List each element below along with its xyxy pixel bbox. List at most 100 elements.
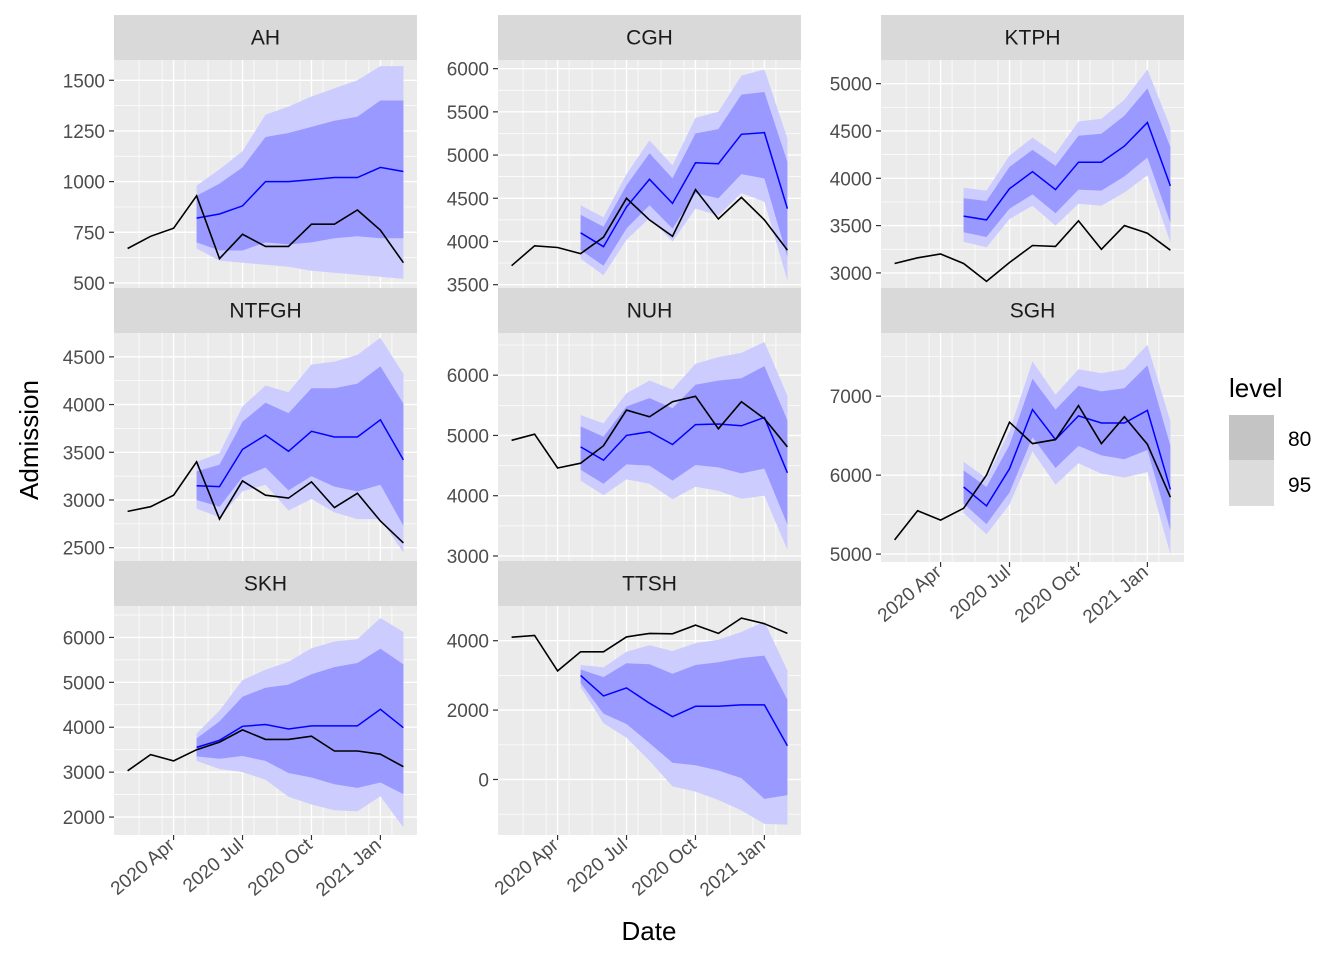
y-tick-label: 5000 xyxy=(447,146,489,167)
x-tick-label: 2020 Apr xyxy=(874,561,946,626)
y-tick-label: 3000 xyxy=(447,547,489,568)
y-tick-label: 5000 xyxy=(447,426,489,447)
strip-label: SKH xyxy=(244,573,287,596)
y-tick-label: 5000 xyxy=(63,673,105,694)
band-80 xyxy=(196,648,404,795)
x-tick-label: 2020 Apr xyxy=(491,834,563,899)
panel-cgh: CGH 3500 4000 4500 5000 5500 6000 xyxy=(447,15,801,297)
y-tick-label: 3500 xyxy=(447,276,489,297)
actual-line xyxy=(511,188,789,267)
strip-ntfgh xyxy=(114,288,417,333)
forecast-mean-line xyxy=(580,131,789,248)
panel-ktph: KTPH 3000 3500 4000 4500 5000 xyxy=(830,15,1184,294)
y-tick-label: 4000 xyxy=(447,232,489,253)
y-tick-label: 6000 xyxy=(447,366,489,387)
y-tick-label: 4000 xyxy=(830,169,872,190)
actual-line xyxy=(894,219,1171,283)
strip-label: AH xyxy=(251,27,280,50)
y-tick-label: 5000 xyxy=(830,75,872,96)
forecast-mean-line xyxy=(196,418,405,488)
forecast-mean-line xyxy=(580,674,789,747)
y-tick-label: 3500 xyxy=(830,217,872,238)
forecast-mean-line xyxy=(196,708,404,749)
strip-label: NTFGH xyxy=(229,300,301,323)
forecast-mean-line xyxy=(963,408,1172,508)
legend-label-80: 80 xyxy=(1288,428,1311,451)
y-tick-label: 4500 xyxy=(830,122,872,143)
strip-sgh xyxy=(881,288,1184,333)
strip-skh xyxy=(114,561,417,606)
panel-ntfgh: NTFGH 2500 3000 3500 4000 4500 xyxy=(63,288,417,567)
strip-nuh xyxy=(498,288,801,333)
actual-line xyxy=(893,404,1172,541)
x-tick-label: 2020 Oct xyxy=(1011,561,1084,627)
y-tick-label: 5000 xyxy=(830,545,872,566)
y-tick-label: 0 xyxy=(478,770,489,791)
x-tick-label: 2020 Oct xyxy=(244,834,317,900)
band-80 xyxy=(580,92,788,266)
y-tick-label: 7000 xyxy=(830,387,872,408)
y-tick-label: 750 xyxy=(73,223,105,244)
forecast-mean-line xyxy=(196,166,404,219)
panel-ah: AH 500 750 1000 1250 1500 xyxy=(63,15,417,295)
strip-label: SGH xyxy=(1010,300,1056,323)
y-tick-label: 6000 xyxy=(63,628,105,649)
x-axis-title: Date xyxy=(622,916,677,946)
y-tick-label: 1500 xyxy=(63,71,105,92)
y-tick-label: 4000 xyxy=(63,396,105,417)
y-tick-label: 2500 xyxy=(63,539,105,560)
legend-key-95 xyxy=(1229,460,1274,506)
band-80 xyxy=(580,366,788,525)
y-tick-label: 6000 xyxy=(830,466,872,487)
y-tick-label: 2000 xyxy=(447,701,489,722)
strip-ttsh xyxy=(498,561,801,606)
strip-ah xyxy=(114,15,417,60)
x-tick-label: 2021 Jan xyxy=(1079,562,1152,628)
facet-panels: AH 500 750 1000 1250 1500 CGH 3500 4000 4500 5000 5… xyxy=(63,15,1184,901)
actual-line xyxy=(127,194,405,264)
actual-line xyxy=(127,460,404,544)
y-tick-label: 500 xyxy=(73,274,105,295)
y-tick-label: 4500 xyxy=(447,189,489,210)
strip-label: TTSH xyxy=(622,573,677,596)
legend-key-80 xyxy=(1229,415,1274,460)
y-tick-label: 5500 xyxy=(447,103,489,124)
band-80 xyxy=(963,365,1171,531)
strip-label: KTPH xyxy=(1004,27,1060,50)
forecast-mean-line xyxy=(580,416,789,474)
actual-line xyxy=(127,729,404,772)
legend-label-95: 95 xyxy=(1288,474,1311,497)
actual-line xyxy=(511,617,788,673)
y-tick-label: 4500 xyxy=(63,348,105,369)
x-tick-label: 2020 Apr xyxy=(107,834,179,899)
y-tick-label: 3000 xyxy=(63,491,105,512)
y-tick-label: 3000 xyxy=(63,763,105,784)
y-tick-label: 1000 xyxy=(63,173,105,194)
strip-label: CGH xyxy=(626,27,673,50)
x-tick-label: 2020 Jul xyxy=(563,835,632,897)
legend-title: level xyxy=(1229,373,1282,403)
y-tick-label: 4000 xyxy=(447,487,489,508)
y-tick-label: 2000 xyxy=(63,808,105,829)
strip-label: NUH xyxy=(627,300,673,323)
y-axis-title: Admission xyxy=(14,380,44,500)
y-tick-label: 1250 xyxy=(63,122,105,143)
actual-line xyxy=(511,395,789,469)
y-tick-label: 6000 xyxy=(447,60,489,81)
x-tick-label: 2020 Jul xyxy=(946,562,1015,624)
x-tick-label: 2020 Oct xyxy=(628,834,701,900)
x-tick-label: 2021 Jan xyxy=(696,835,769,901)
strip-ktph xyxy=(881,15,1184,60)
forecast-mean-line xyxy=(963,121,1172,221)
x-tick-label: 2020 Jul xyxy=(179,835,248,897)
band-80 xyxy=(963,88,1171,238)
y-tick-label: 3000 xyxy=(830,264,872,285)
y-tick-label: 4000 xyxy=(63,718,105,739)
legend: level 80 95 xyxy=(1229,373,1311,506)
x-tick-label: 2021 Jan xyxy=(312,835,385,901)
panel-nuh: NUH 3000 4000 5000 6000 xyxy=(447,288,801,568)
